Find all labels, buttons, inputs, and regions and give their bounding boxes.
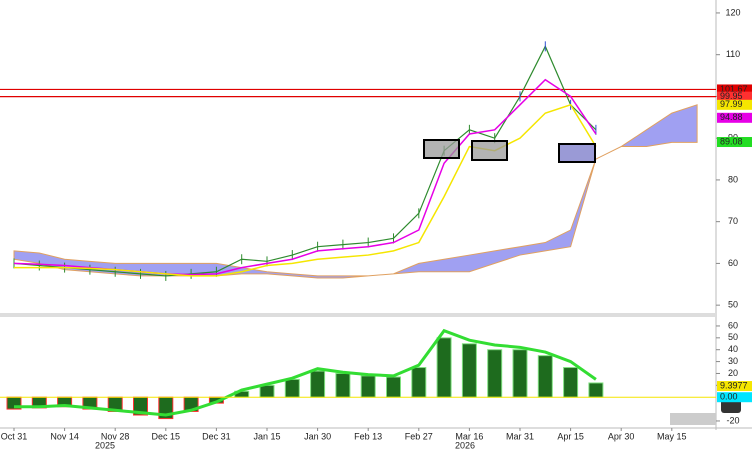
x-tick-label: Dec 31 [202, 431, 231, 441]
price-label: 89.08 [720, 136, 743, 146]
x-tick-label: Jan 30 [304, 431, 331, 441]
x-tick-label: Jan 15 [253, 431, 280, 441]
histogram-bar [411, 367, 427, 398]
price-label-box [717, 84, 752, 95]
box [423, 139, 460, 159]
highlight-boxes [423, 139, 596, 163]
box [558, 143, 596, 163]
x-tick-label: Nov 28 [101, 431, 130, 441]
panel-divider [0, 313, 716, 317]
y-tick-label: 70 [728, 216, 738, 226]
x-tick-label: May 15 [657, 431, 687, 441]
price-label: 101.67 [720, 84, 748, 94]
price-label-box [717, 99, 752, 110]
y-tick-label: 40 [728, 344, 738, 354]
price-line [13, 44, 597, 277]
price-label-box [717, 137, 752, 148]
year-label: 2026 [455, 440, 475, 449]
price-label: 9.3977 [720, 380, 748, 390]
histogram-bar [284, 378, 300, 398]
x-tick-label: Mar 16 [455, 431, 483, 441]
toolbar [670, 399, 741, 425]
price-label: 94.88 [720, 112, 743, 122]
price-label-box [717, 381, 752, 392]
histogram-bar [335, 372, 351, 398]
y-tick-label: 110 [726, 49, 740, 59]
histogram-bar [588, 382, 604, 398]
histogram-bar [310, 370, 326, 398]
y-tick-label: 50 [728, 332, 738, 342]
histogram-bar [360, 375, 376, 398]
price-label: 0.00 [720, 392, 738, 402]
x-tick-label: Dec 15 [152, 431, 181, 441]
y-tick-label: 60 [728, 320, 738, 330]
x-tick-label: Feb 27 [405, 431, 433, 441]
settings-button[interactable] [721, 399, 741, 413]
histogram-bar [461, 343, 477, 398]
y-tick-label: 60 [728, 258, 738, 268]
price-label: 97.99 [720, 99, 743, 109]
tool-buttons[interactable] [670, 413, 716, 425]
y-tick-label: 120 [725, 7, 740, 17]
y-tick-label: 80 [728, 174, 738, 184]
year-label: 2025 [95, 440, 115, 449]
x-tick-label: Mar 31 [506, 431, 534, 441]
histogram-bar [259, 384, 275, 398]
x-tick-label: Nov 14 [50, 431, 79, 441]
histogram-bar [563, 367, 579, 398]
x-tick-label: Apr 30 [608, 431, 635, 441]
price-label-box [717, 91, 752, 102]
histogram-bar [487, 349, 503, 398]
y-tick-label: 50 [728, 300, 738, 310]
y-tick-label: 30 [728, 356, 738, 366]
price-label-box [717, 392, 752, 403]
histogram-bar [537, 355, 553, 398]
y-tick-label: -20 [726, 415, 739, 425]
x-tick-label: Apr 15 [557, 431, 584, 441]
histogram-bar [436, 337, 452, 398]
x-tick-label: Feb 13 [354, 431, 382, 441]
histogram-bar [386, 376, 401, 398]
histogram-bar [512, 349, 528, 398]
oscillator-line [14, 328, 597, 417]
price-label: 99.95 [720, 91, 743, 101]
y-tick-label: 20 [728, 368, 738, 378]
box [471, 140, 508, 161]
x-tick-label: Oct 31 [1, 431, 28, 441]
price-label-box [717, 112, 752, 123]
